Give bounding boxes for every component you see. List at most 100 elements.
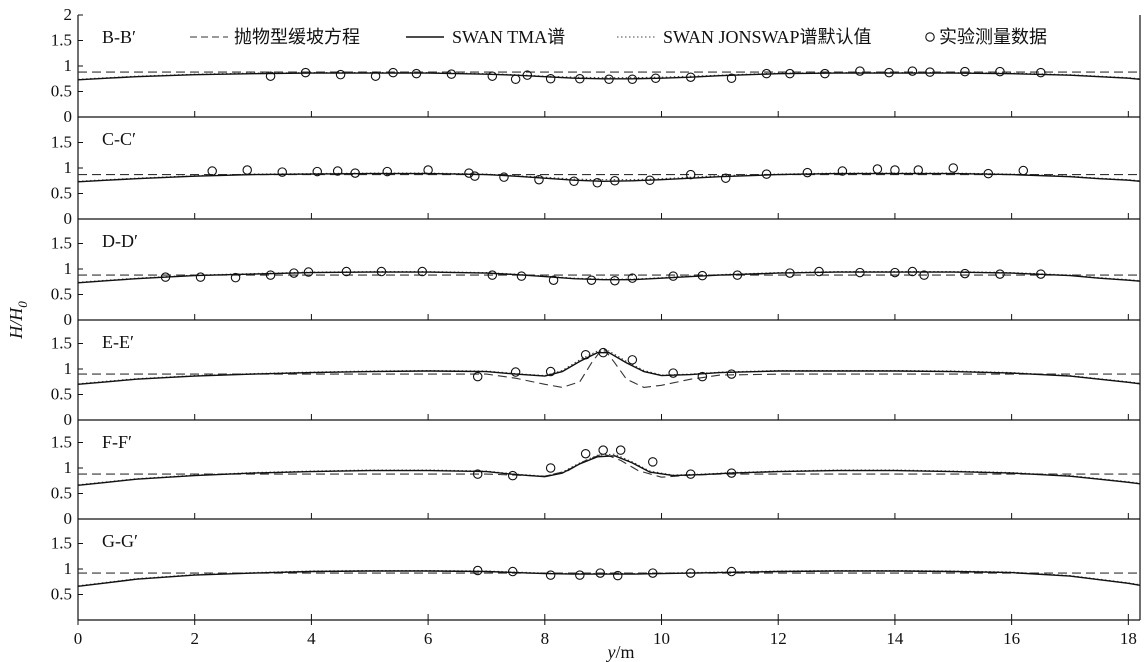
- panel-label: D-D′: [102, 231, 138, 251]
- y-tick-label: 1.5: [51, 234, 72, 253]
- y-tick-label: 0: [64, 509, 73, 528]
- measured-point: [1018, 165, 1029, 176]
- measured-point: [312, 166, 322, 177]
- measured-point: [785, 68, 795, 79]
- measured-point: [265, 71, 276, 81]
- measured-point: [613, 570, 623, 581]
- y-tick-label: 0.5: [51, 385, 72, 404]
- series-parabolic-line: [78, 346, 1140, 388]
- y-tick-label: 0.5: [51, 184, 72, 203]
- y-tick-label: 0: [64, 107, 73, 126]
- measured-point: [726, 73, 737, 83]
- measured-point: [872, 164, 883, 174]
- measured-point: [388, 67, 398, 78]
- measured-point: [685, 72, 696, 82]
- measured-point: [615, 445, 626, 455]
- measured-point: [685, 169, 696, 180]
- measured-point: [277, 167, 287, 177]
- y-tick-label: 1.5: [51, 31, 72, 50]
- measured-point: [948, 163, 959, 173]
- x-tick-label: 12: [770, 629, 787, 648]
- measured-point: [855, 66, 865, 76]
- measured-point: [569, 176, 579, 187]
- measured-point: [289, 268, 299, 278]
- y-tick-label: 1: [64, 56, 73, 75]
- panel-ff-group: 0 0.5 1 1.5 F-F′: [51, 432, 1141, 528]
- measured-point: [890, 267, 900, 278]
- panel-bb-group: 0 0.5 1 1.5 2 B-B′: [51, 5, 1141, 126]
- measured-point: [890, 165, 900, 175]
- measured-point: [411, 68, 422, 79]
- panel-cc-group: 0 0.5 1 1.5 C-C′: [51, 129, 1141, 228]
- measured-point: [919, 270, 929, 280]
- x-tick-label: 18: [1120, 629, 1137, 648]
- measured-point: [230, 272, 241, 283]
- measured-point: [1036, 269, 1046, 279]
- x-tick-label: 16: [1003, 629, 1020, 648]
- measured-point: [610, 275, 620, 286]
- measured-point: [668, 271, 678, 281]
- measured-point: [350, 168, 360, 178]
- y-tick-label: 1.5: [51, 433, 72, 452]
- measured-point: [507, 470, 518, 481]
- measured-point: [446, 69, 457, 79]
- measured-point: [335, 69, 346, 80]
- measured-point: [604, 74, 614, 85]
- y-tick-label: 0: [64, 410, 73, 429]
- panel-label: C-C′: [102, 129, 136, 149]
- measured-point: [472, 371, 483, 382]
- measured-point: [1036, 67, 1046, 78]
- measured-point: [487, 270, 498, 280]
- measured-point: [726, 369, 737, 379]
- y-tick-label: 1.5: [51, 334, 72, 353]
- measured-point: [697, 270, 708, 281]
- y-tick-label: 0.5: [51, 285, 72, 304]
- panel-gg-group: 0.5 1 1.5 G-G′: [51, 531, 1141, 621]
- y-tick-label: 1: [64, 458, 73, 477]
- x-tick-label: 14: [886, 629, 904, 648]
- measured-point: [907, 66, 918, 76]
- measured-point: [300, 67, 311, 78]
- x-tick-label: 10: [653, 629, 670, 648]
- measured-point: [207, 166, 217, 176]
- measured-point: [575, 570, 585, 580]
- measured-point: [417, 266, 428, 277]
- measured-point: [510, 74, 521, 85]
- x-axis-title: y/m: [605, 642, 634, 662]
- panel-label: B-B′: [102, 27, 136, 47]
- measured-point: [732, 270, 743, 280]
- measured-point: [341, 266, 352, 277]
- measured-point: [761, 169, 772, 179]
- measured-point: [516, 271, 527, 281]
- legend-label: SWAN JONSWAP谱默认值: [663, 27, 872, 47]
- measured-point: [650, 73, 661, 83]
- measured-point: [837, 166, 848, 176]
- measured-point: [332, 166, 343, 176]
- series-swan-tma-line: [77, 72, 1141, 81]
- measured-point: [598, 445, 608, 455]
- measured-point: [580, 448, 591, 459]
- measured-point: [242, 165, 252, 175]
- y-tick-label: 1: [64, 158, 73, 177]
- measured-point: [925, 67, 935, 77]
- measured-point: [499, 172, 509, 182]
- y-tick-label: 0: [64, 310, 73, 329]
- measured-point: [913, 165, 924, 175]
- measured-point: [685, 568, 696, 578]
- measured-point: [548, 275, 559, 285]
- x-tick-label: 6: [424, 629, 433, 648]
- measured-point: [265, 270, 276, 280]
- y-tick-label: 0: [64, 209, 73, 228]
- measured-point: [472, 469, 483, 479]
- series-swan-tma-line: [77, 455, 1141, 486]
- measured-point: [423, 165, 433, 175]
- panel-label: G-G′: [102, 531, 138, 551]
- measured-point: [370, 71, 381, 81]
- panel-label: E-E′: [102, 332, 134, 352]
- x-tick-label: 4: [307, 629, 316, 648]
- measured-point: [648, 568, 658, 578]
- measured-point: [472, 565, 483, 576]
- measured-point: [814, 266, 824, 277]
- measured-point: [668, 368, 678, 378]
- panel-dd-group: 0 0.5 1 1.5 D-D′: [51, 231, 1141, 329]
